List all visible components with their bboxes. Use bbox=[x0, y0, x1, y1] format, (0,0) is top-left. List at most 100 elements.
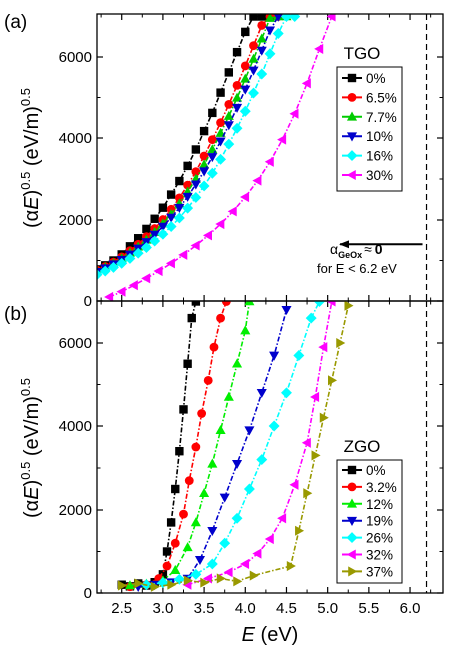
panel-b-legend-marker-19% bbox=[346, 516, 358, 526]
panel-a-point-10%-20 bbox=[256, 46, 267, 56]
panel-b-point-0%-7 bbox=[166, 518, 176, 527]
panel-a-point-7.7%-20 bbox=[256, 33, 267, 43]
panel-b-point-32%-6 bbox=[277, 513, 287, 524]
panel-a-point-6.5%-20 bbox=[257, 21, 267, 30]
panel-a-point-30%-7 bbox=[190, 240, 200, 251]
panel-a-point-16%-10 bbox=[173, 212, 185, 224]
panel-b-point-12%-10 bbox=[232, 358, 243, 368]
panel-b-y-axis-label: (αE)0.5 (eV/m)0.5 bbox=[18, 378, 43, 518]
panel-a-legend-marker-6.5% bbox=[347, 92, 357, 102]
panel-a-point-16%-9 bbox=[165, 221, 177, 232]
panel-a-point-0%-14 bbox=[208, 108, 217, 118]
panel-a-point-16%-1 bbox=[99, 265, 111, 277]
panel-b-frame bbox=[96, 300, 444, 594]
panel-a-y-tick-label-0: 0 bbox=[84, 293, 92, 310]
panel-a-point-0%-16 bbox=[224, 68, 234, 77]
panel-b-series bbox=[117, 301, 354, 593]
panel-b-point-19%-7 bbox=[232, 460, 243, 470]
panel-b-point-19%-6 bbox=[219, 493, 230, 503]
panel-a-y-tick-label-6000: 6000 bbox=[59, 49, 92, 66]
panel-a-point-7.7%-21 bbox=[264, 14, 276, 22]
panel-a-point-30%-18 bbox=[326, 14, 336, 22]
panel-a-point-30%-16 bbox=[301, 78, 311, 89]
panel-a-point-0%-20 bbox=[257, 14, 266, 21]
panel-b-point-19%-4 bbox=[194, 556, 206, 566]
panel-b-y-ticks: 0 2000 4000 6000 bbox=[59, 335, 443, 602]
panel-b-point-26%-3 bbox=[190, 568, 202, 580]
panel-a-legend-marker-0% bbox=[347, 73, 357, 83]
panel-a-point-16%-19 bbox=[248, 87, 259, 99]
panel-a-point-16%-21 bbox=[264, 48, 276, 60]
panel-b-point-32%-7 bbox=[289, 479, 299, 490]
panel-b-legend-title: ZGO bbox=[344, 437, 381, 456]
panel-a-legend-item-0%: 0% bbox=[342, 71, 386, 86]
panel-a-point-10%-21 bbox=[264, 26, 276, 36]
panel-b-point-0%-6 bbox=[162, 547, 172, 556]
panel-b-point-12%-7 bbox=[207, 458, 218, 468]
panel-a-point-16%-7 bbox=[149, 235, 161, 247]
panel-a-series bbox=[97, 14, 336, 301]
panel-b-point-37%-1 bbox=[134, 578, 144, 589]
panel-a-point-0%-7 bbox=[150, 214, 159, 223]
panel-b-series-26% bbox=[140, 301, 325, 591]
panel-a-point-10%-22 bbox=[273, 14, 283, 22]
panel-b-legend-marker-37% bbox=[348, 566, 358, 577]
panel-a-point-0%-18 bbox=[241, 27, 250, 37]
x-axis-label: E (eV) bbox=[242, 624, 299, 646]
panel-a-point-0%-9 bbox=[166, 190, 176, 199]
panel-a-y-tick-label-2000: 2000 bbox=[59, 212, 92, 229]
panel-b-y-tick-label-4000: 4000 bbox=[59, 418, 92, 435]
panel-b-legend-item-12%: 12% bbox=[342, 497, 393, 512]
panel-b-label: (b) bbox=[4, 304, 27, 325]
panel-a-annotation-condition: for E < 6.2 eV bbox=[317, 261, 397, 276]
panel-b-point-26%-4 bbox=[206, 558, 218, 570]
panel-a-point-16%-0 bbox=[97, 269, 103, 281]
panel-a-point-30%-17 bbox=[314, 43, 324, 54]
panel-a-point-16%-18 bbox=[239, 105, 251, 117]
panel-a-point-10%-9 bbox=[166, 213, 177, 223]
panel-b-point-19%-8 bbox=[244, 426, 255, 436]
panel-a-point-0%-11 bbox=[183, 161, 192, 171]
panel-b-legend-label-37%: 37% bbox=[366, 564, 393, 579]
panel-b-legend-marker-26% bbox=[346, 532, 358, 544]
panel-a-point-16%-22 bbox=[272, 28, 284, 39]
panel-b-point-32%-2 bbox=[223, 567, 233, 578]
panel-b-series-12% bbox=[124, 301, 255, 590]
panel-b-point-37%-9 bbox=[286, 560, 296, 572]
panel-b-point-19%-10 bbox=[269, 351, 280, 361]
panel-a-legend-box bbox=[336, 66, 403, 192]
panel-b-legend-item-37%: 37% bbox=[342, 564, 393, 579]
panel-b-point-19%-9 bbox=[256, 389, 267, 399]
panel-a-point-0%-12 bbox=[191, 145, 201, 154]
panel-a-legend-label-30%: 30% bbox=[366, 168, 393, 183]
panel-a-point-30%-8 bbox=[202, 230, 212, 241]
panel-a-point-30%-3 bbox=[141, 273, 151, 284]
panel-a-point-6.5%-17 bbox=[232, 80, 242, 90]
panel-a-point-30%-2 bbox=[128, 280, 138, 291]
panel-b-point-37%-14 bbox=[328, 375, 338, 386]
panel-a-point-0%-5 bbox=[133, 234, 143, 243]
panel-a-point-16%-16 bbox=[223, 138, 235, 150]
panel-b-point-12%-6 bbox=[199, 487, 210, 497]
x-tick-label-3.5: 3.5 bbox=[194, 600, 215, 617]
panel-a-point-0%-13 bbox=[199, 126, 209, 136]
panel-b-point-32%-11 bbox=[326, 301, 336, 307]
panel-b-point-3.2%-5 bbox=[179, 509, 188, 519]
panel-b-legend-item-32%: 32% bbox=[342, 548, 393, 563]
panel-b-point-0%-10 bbox=[179, 405, 188, 414]
panel-a-point-30%-0 bbox=[104, 291, 114, 301]
panel-b-point-32%-8 bbox=[301, 437, 311, 448]
panel-a-point-6.5%-18 bbox=[240, 61, 250, 71]
panel-b-series-line-32% bbox=[187, 301, 333, 586]
panel-a-point-30%-10 bbox=[227, 206, 237, 217]
panel-a-series-6.5% bbox=[97, 14, 283, 275]
panel-b-y-tick-label-6000: 6000 bbox=[59, 335, 92, 352]
x-tick-label-3: 3.0 bbox=[152, 600, 173, 617]
panel-b-point-12%-9 bbox=[223, 391, 234, 401]
panel-b-point-37%-13 bbox=[319, 412, 329, 423]
panel-b-point-26%-7 bbox=[243, 483, 255, 495]
panel-b-legend-label-12%: 12% bbox=[366, 497, 393, 512]
panel-a-legend-item-16%: 16% bbox=[342, 149, 393, 164]
panel-a-point-10%-14 bbox=[207, 153, 218, 163]
panel-a-series-0% bbox=[97, 14, 275, 274]
